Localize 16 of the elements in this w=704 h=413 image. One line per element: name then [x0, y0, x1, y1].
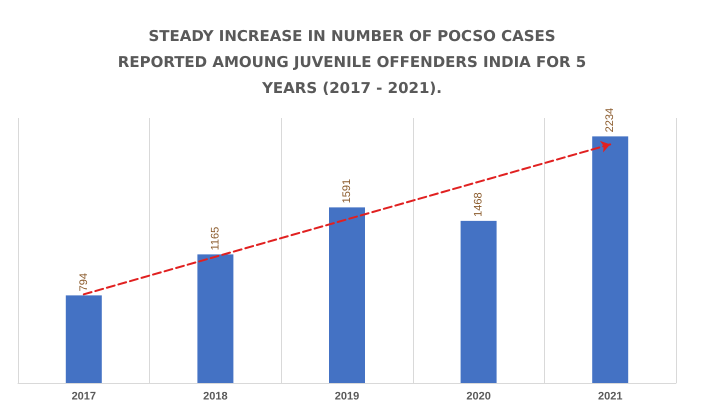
- chart-title: STEADY INCREASE IN NUMBER OF POCSO CASES REPORTED AMOUNG JUVENILE OFFENDERS INDIA FOR 5 YEARS (2017 - 2021).: [118, 27, 586, 97]
- bar: [66, 295, 102, 383]
- data-label: 794: [78, 272, 90, 292]
- bar: [197, 254, 234, 383]
- data-label: 1165: [209, 226, 222, 250]
- data-label: 1591: [341, 178, 353, 204]
- data-label: 2234: [604, 108, 616, 132]
- bar: [592, 136, 628, 383]
- x-tick-label: 2021: [598, 390, 622, 402]
- x-tick-label: 2018: [203, 390, 228, 402]
- bar: [460, 220, 497, 383]
- x-tick-label: 2019: [334, 390, 360, 402]
- x-tick-label: 2020: [466, 390, 491, 402]
- bar: [329, 207, 365, 383]
- data-label: 1468: [472, 192, 485, 217]
- x-tick-label: 2017: [72, 390, 96, 402]
